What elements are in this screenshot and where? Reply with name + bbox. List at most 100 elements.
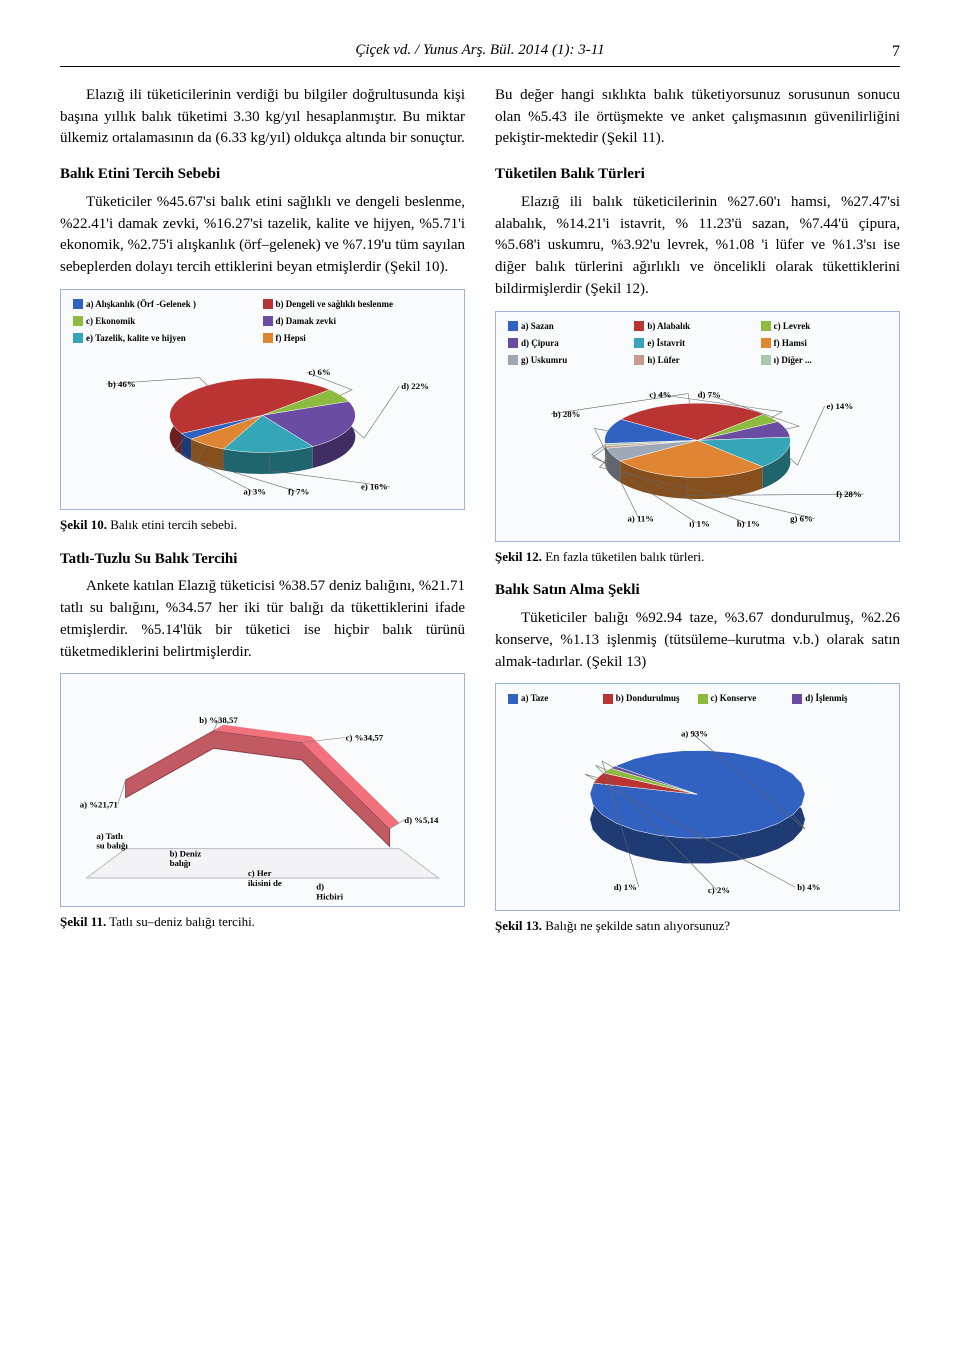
legend-item: a) Sazan (508, 320, 616, 333)
legend-swatch (634, 338, 644, 348)
svg-text:b) 46%: b) 46% (108, 379, 136, 389)
legend-item: c) Ekonomik (73, 315, 245, 328)
left-para-1: Elazığ ili tüketicilerinin verdiği bu bi… (60, 85, 465, 150)
legend-label: h) Lüfer (647, 354, 679, 367)
figure-10-caption-bold: Şekil 10. (60, 517, 107, 532)
legend-label: e) Tazelik, kalite ve hijyen (86, 332, 186, 345)
heading-turler: Tüketilen Balık Türleri (495, 164, 900, 186)
legend-item: d) İşlenmiş (792, 692, 869, 705)
legend-label: a) Taze (521, 692, 548, 705)
legend-label: c) Konserve (711, 692, 757, 705)
svg-text:a) Tatlısu balığı: a) Tatlısu balığı (96, 831, 128, 851)
legend-label: f) Hepsi (276, 332, 306, 345)
legend-swatch (761, 321, 771, 331)
legend-item: ı) Diğer ... (761, 354, 869, 367)
legend-item: g) Uskumru (508, 354, 616, 367)
legend-label: d) İşlenmiş (805, 692, 847, 705)
legend-item: b) Dengeli ve sağlıklı beslenme (263, 298, 435, 311)
svg-text:a) 3%: a) 3% (243, 486, 266, 496)
svg-text:d)Hiçbiri: d)Hiçbiri (316, 882, 343, 900)
legend-swatch (792, 694, 802, 704)
legend-label: c) Levrek (774, 320, 811, 333)
right-para-2: Elazığ ili balık tüketicilerinin %27.60'… (495, 192, 900, 301)
left-column: Elazığ ili tüketicilerinin verdiği bu bi… (60, 85, 465, 950)
legend-item: e) İstavrit (634, 337, 742, 350)
legend-swatch (508, 355, 518, 365)
legend-item: d) Çipura (508, 337, 616, 350)
figure-11-chart: a) %21,71b) %38,57c) %34,57d) %5,14a) Ta… (67, 680, 458, 900)
header-citation: Çiçek vd. / Yunus Arş. Bül. 2014 (1): 3-… (355, 42, 604, 58)
svg-text:b) 4%: b) 4% (797, 882, 820, 892)
legend-label: b) Alabalık (647, 320, 690, 333)
legend-item: d) Damak zevki (263, 315, 435, 328)
figure-10-caption: Şekil 10. Balık etini tercih sebebi. (60, 516, 465, 535)
figure-11-caption-bold: Şekil 11. (60, 914, 106, 929)
svg-text:c) 2%: c) 2% (708, 885, 730, 895)
legend-item: a) Taze (508, 692, 585, 705)
svg-text:h) 1%: h) 1% (737, 518, 760, 528)
legend-swatch (508, 338, 518, 348)
legend-item: h) Lüfer (634, 354, 742, 367)
svg-text:d) 22%: d) 22% (401, 381, 429, 391)
legend-swatch (73, 333, 83, 343)
legend-swatch (603, 694, 613, 704)
legend-swatch (263, 316, 273, 326)
legend-item: b) Alabalık (634, 320, 742, 333)
legend-label: b) Dengeli ve sağlıklı beslenme (276, 298, 394, 311)
svg-text:ı) 1%: ı) 1% (689, 518, 710, 528)
figure-13-legend: a) Taze b) Dondurulmuş c) Konserve d) İşlen… (502, 690, 893, 713)
svg-text:d) 7%: d) 7% (698, 389, 721, 399)
figure-13-caption-text: Balığı ne şekilde satın alıyorsunuz? (542, 918, 730, 933)
legend-swatch (508, 694, 518, 704)
legend-label: f) Hamsi (774, 337, 807, 350)
svg-text:f) 7%: f) 7% (288, 486, 309, 496)
legend-item: c) Levrek (761, 320, 869, 333)
heading-tatli-tuzlu: Tatlı-Tuzlu Su Balık Tercihi (60, 549, 465, 571)
figure-10-chart: a) 3%b) 46%c) 6%d) 22%e) 16%f) 7% (67, 353, 458, 503)
figure-13: a) Taze b) Dondurulmuş c) Konserve d) İşlen… (495, 683, 900, 910)
legend-swatch (263, 299, 273, 309)
legend-swatch (761, 338, 771, 348)
figure-12-caption-bold: Şekil 12. (495, 549, 542, 564)
figure-13-caption-bold: Şekil 13. (495, 918, 542, 933)
legend-label: ı) Diğer ... (774, 354, 812, 367)
legend-label: a) Alışkanlık (Örf -Gelenek ) (86, 298, 196, 311)
legend-label: b) Dondurulmuş (616, 692, 680, 705)
figure-13-chart: a) 93%b) 4%c) 2%d) 1% (502, 714, 893, 904)
figure-11-caption: Şekil 11. Tatlı su–deniz balığı tercihi. (60, 913, 465, 932)
legend-item: b) Dondurulmuş (603, 692, 680, 705)
legend-swatch (698, 694, 708, 704)
right-column: Bu değer hangi sıklıkta balık tüketiyors… (495, 85, 900, 950)
page-number: 7 (892, 40, 900, 63)
figure-11: a) %21,71b) %38,57c) %34,57d) %5,14a) Ta… (60, 673, 465, 907)
figure-12-caption-text: En fazla tüketilen balık türleri. (542, 549, 704, 564)
legend-label: d) Çipura (521, 337, 559, 350)
two-column-layout: Elazığ ili tüketicilerinin verdiği bu bi… (60, 85, 900, 950)
svg-text:e) 14%: e) 14% (827, 401, 854, 411)
heading-tercih-sebebi: Balık Etini Tercih Sebebi (60, 164, 465, 186)
svg-text:b) 28%: b) 28% (553, 409, 581, 419)
legend-swatch (634, 355, 644, 365)
svg-text:d) %5,14: d) %5,14 (404, 815, 439, 825)
legend-item: c) Konserve (698, 692, 775, 705)
figure-12-caption: Şekil 12. En fazla tüketilen balık türle… (495, 548, 900, 567)
legend-label: c) Ekonomik (86, 315, 135, 328)
legend-item: f) Hamsi (761, 337, 869, 350)
legend-swatch (73, 316, 83, 326)
figure-12: a) Sazan b) Alabalık c) Levrek d) Çipura e) … (495, 311, 900, 542)
svg-text:b) %38,57: b) %38,57 (199, 715, 238, 725)
legend-swatch (508, 321, 518, 331)
svg-text:a) 93%: a) 93% (681, 728, 708, 738)
svg-text:c) 6%: c) 6% (308, 367, 330, 377)
legend-label: g) Uskumru (521, 354, 567, 367)
legend-swatch (761, 355, 771, 365)
legend-item: e) Tazelik, kalite ve hijyen (73, 332, 245, 345)
svg-text:c) %34,57: c) %34,57 (346, 733, 384, 743)
right-para-1: Bu değer hangi sıklıkta balık tüketiyors… (495, 85, 900, 150)
left-para-2: Tüketiciler %45.67'si balık etini sağlık… (60, 192, 465, 279)
right-para-3: Tüketiciler balığı %92.94 taze, %3.67 do… (495, 608, 900, 673)
legend-item: a) Alışkanlık (Örf -Gelenek ) (73, 298, 245, 311)
figure-10-legend: a) Alışkanlık (Örf -Gelenek ) b) Dengeli … (67, 296, 458, 353)
figure-12-legend: a) Sazan b) Alabalık c) Levrek d) Çipura e) … (502, 318, 893, 375)
legend-item: f) Hepsi (263, 332, 435, 345)
